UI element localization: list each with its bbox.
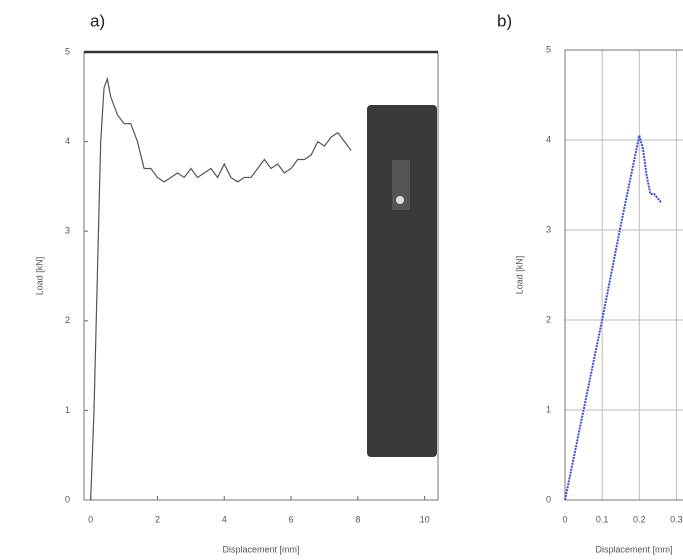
x-tick-label: 0.2 [633, 514, 646, 524]
x-axis-label: Displacement [mm] [222, 544, 299, 554]
x-tick-label: 0 [88, 514, 93, 524]
y-tick-label: 2 [65, 315, 70, 325]
y-tick-label: 1 [65, 405, 70, 415]
specimen-photo [367, 105, 437, 457]
specimen-crack [396, 196, 404, 204]
y-axis-label: Load [kN] [514, 256, 524, 295]
y-tick-label: 5 [546, 44, 551, 54]
x-tick-label: 0.3 [670, 514, 683, 524]
data-line [564, 135, 663, 501]
plot-frame [564, 49, 683, 501]
x-tick-label: 10 [420, 514, 430, 524]
x-axis-label: Displacement [mm] [595, 544, 672, 554]
x-tick-label: 6 [289, 514, 294, 524]
panel-label: b) [497, 11, 512, 30]
y-tick-label: 5 [65, 46, 70, 56]
y-tick-label: 0 [65, 494, 70, 504]
x-tick-label: 4 [222, 514, 227, 524]
y-tick-label: 4 [546, 134, 551, 144]
y-tick-label: 2 [546, 314, 551, 324]
x-tick-label: 0.1 [596, 514, 609, 524]
data-line [90, 76, 352, 501]
y-tick-label: 3 [546, 224, 551, 234]
x-tick-label: 0 [562, 514, 567, 524]
y-tick-label: 1 [546, 404, 551, 414]
y-tick-label: 4 [65, 136, 70, 146]
y-tick-label: 3 [65, 226, 70, 236]
y-axis-label: Load [kN] [34, 257, 44, 296]
x-tick-label: 8 [355, 514, 360, 524]
y-tick-label: 0 [546, 494, 551, 504]
x-tick-label: 2 [155, 514, 160, 524]
specimen-notch [392, 160, 410, 210]
panel-label: a) [90, 11, 105, 30]
